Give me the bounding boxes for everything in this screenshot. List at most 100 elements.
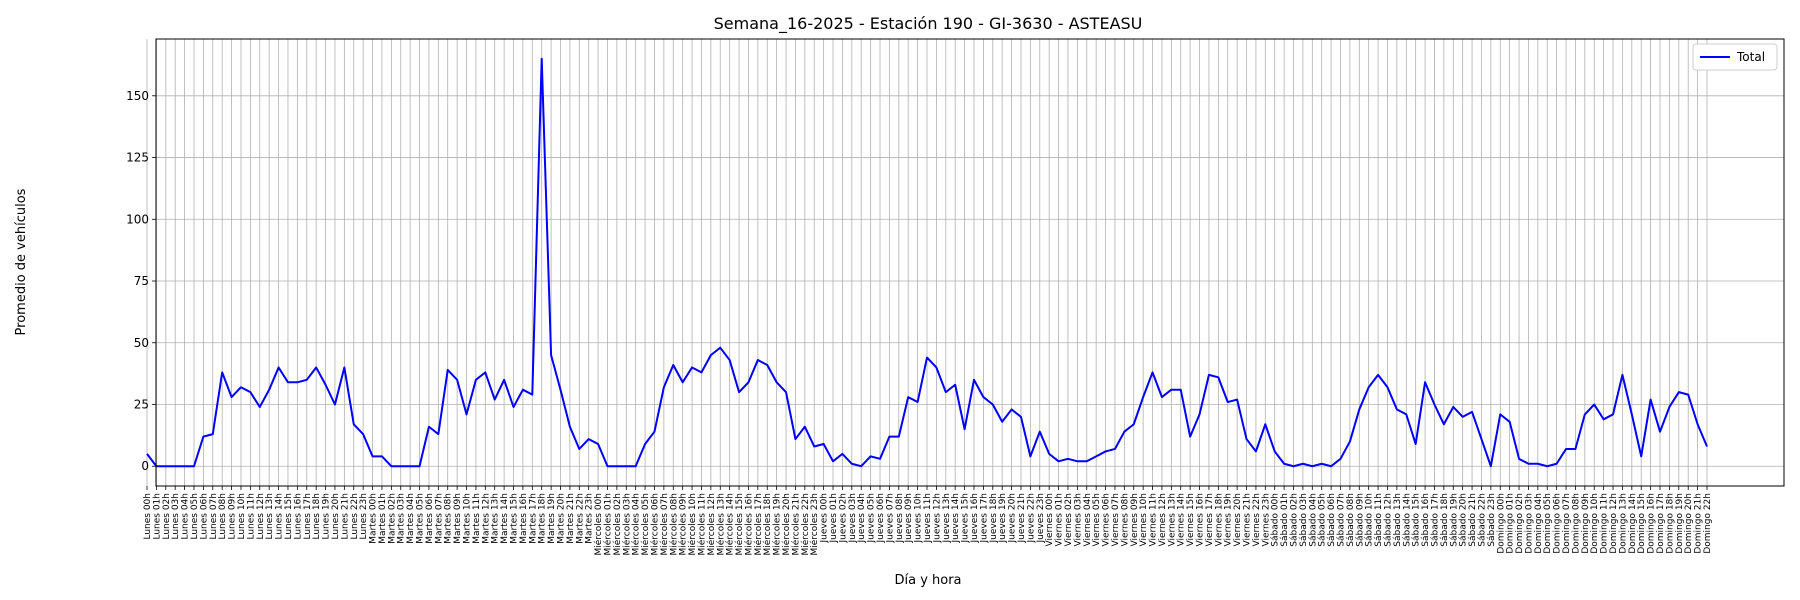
x-tick-label: Domingo 13h [1618,493,1628,554]
x-tick-label: Jueves 11h [923,493,933,543]
x-tick-label: Domingo 01h [1506,493,1516,554]
x-tick-label: Jueves 15h [961,493,971,543]
x-tick-label: Viernes 10h [1139,493,1149,547]
x-tick-label: Jueves 05h [867,493,877,543]
x-tick-label: Miércoles 21h [790,493,801,556]
x-axis: Lunes 00h Lunes 01h Lunes 02h Lunes 03h Lune… [143,486,1713,556]
grid [146,39,1784,486]
x-tick-label: Sábado 10h [1365,493,1375,547]
x-tick-label: Jueves 21h [1017,493,1027,543]
x-tick-label: Lunes 09h [228,493,238,540]
x-tick-label: Viernes 04h [1083,493,1093,547]
x-tick-label: Jueves 08h [895,493,905,543]
y-tick-label: 0 [141,459,149,473]
x-tick-label: Viernes 12h [1158,493,1168,547]
x-tick-label: Jueves 19h [998,493,1008,543]
y-tick-label: 50 [134,336,149,350]
x-tick-label: Martes 07h [434,493,444,544]
plot-frame [155,38,1785,487]
x-tick-label: Viernes 17h [1205,493,1215,547]
x-tick-label: Miércoles 04h [631,493,642,556]
x-tick-label: Miércoles 11h [696,493,707,556]
x-tick-label: Sábado 16h [1421,493,1431,547]
legend-box [1692,43,1778,71]
x-tick-label: Sábado 03h [1299,493,1309,547]
x-tick-label: Viernes 01h [1055,493,1065,547]
x-tick-label: Miércoles 06h [649,493,660,556]
x-tick-label: Martes 11h [472,493,482,544]
x-tick-label: Sábado 21h [1468,493,1478,547]
x-tick-label: Viernes 08h [1120,493,1130,547]
x-tick-label: Miércoles 18h [762,493,773,556]
x-axis-label: Día y hora [894,573,961,588]
x-tick-label: Martes 05h [416,493,426,544]
x-tick-label: Domingo 15h [1637,493,1647,554]
x-tick-label: Lunes 14h [275,493,285,540]
x-tick-label: Lunes 04h [181,493,191,540]
x-tick-label: Martes 17h [528,493,538,544]
x-tick-label: Viernes 23h [1261,493,1271,547]
x-tick-label: Miércoles 20h [781,493,792,556]
x-tick-label: Jueves 00h [820,493,830,543]
x-tick-label: Lunes 06h [199,493,209,540]
x-tick-label: Martes 02h [387,493,397,544]
x-tick-label: Sábado 20h [1459,493,1469,547]
x-tick-label: Sábado 12h [1383,493,1393,547]
x-tick-label: Miércoles 02h [612,493,623,556]
y-axis-label: Promedio de vehículos [14,188,29,335]
x-tick-label: Domingo 17h [1656,493,1666,554]
x-tick-label: Lunes 22h [350,493,360,540]
x-tick-label: Domingo 12h [1609,493,1619,554]
x-tick-label: Miércoles 19h [772,493,783,556]
x-tick-label: Domingo 03h [1524,493,1534,554]
x-tick-label: Martes 04h [406,493,416,544]
x-tick-label: Lunes 01h [152,493,162,540]
x-tick-label: Domingo 05h [1543,493,1553,554]
x-tick-label: Viernes 02h [1064,493,1074,547]
x-tick-label: Domingo 16h [1647,493,1657,554]
x-tick-label: Sábado 18h [1440,493,1450,547]
x-tick-label: Jueves 04h [857,493,867,543]
x-tick-label: Martes 00h [369,493,379,544]
x-tick-label: Lunes 07h [209,493,219,540]
y-tick-label: 125 [126,151,149,165]
x-tick-label: Lunes 21h [340,493,350,540]
x-tick-label: Viernes 16h [1196,493,1206,547]
x-tick-label: Viernes 14h [1177,493,1187,547]
x-tick-label: Lunes 19h [322,493,332,540]
x-tick-label: Sábado 22h [1477,493,1487,547]
x-tick-label: Jueves 12h [932,493,942,543]
x-tick-label: Domingo 19h [1675,493,1685,554]
x-tick-label: Martes 12h [481,493,491,544]
x-tick-label: Martes 03h [397,493,407,544]
y-tick-label: 150 [126,89,149,103]
x-tick-label: Domingo 07h [1562,493,1572,554]
x-tick-label: Domingo 06h [1553,493,1563,554]
x-tick-label: Sábado 00h [1271,493,1281,547]
x-tick-label: Jueves 06h [876,493,886,543]
x-tick-label: Viernes 11h [1149,493,1159,547]
x-tick-label: Viernes 03h [1073,493,1083,547]
x-tick-label: Sábado 08h [1346,493,1356,547]
x-tick-label: Sábado 19h [1449,493,1459,547]
y-axis: 0 25 50 75 100 125 150 [126,89,156,473]
x-tick-label: Viernes 07h [1111,493,1121,547]
x-tick-label: Jueves 09h [904,493,914,543]
x-tick-label: Lunes 11h [246,493,256,540]
x-tick-label: Jueves 03h [848,493,858,543]
x-tick-label: Miércoles 15h [734,493,745,556]
x-tick-label: Martes 18h [538,493,548,544]
x-tick-label: Viernes 06h [1102,493,1112,547]
x-tick-label: Jueves 20h [1008,493,1018,543]
x-tick-label: Sábado 06h [1327,493,1337,547]
y-tick-label: 25 [134,398,149,412]
x-tick-label: Viernes 13h [1167,493,1177,547]
x-tick-label: Sábado 13h [1393,493,1403,547]
x-tick-label: Miércoles 03h [621,493,632,556]
x-tick-label: Martes 19h [547,493,557,544]
x-tick-label: Viernes 09h [1130,493,1140,547]
x-tick-label: Viernes 22h [1252,493,1262,547]
x-tick-label: Viernes 20h [1233,493,1243,547]
x-tick-label: Domingo 10h [1590,493,1600,554]
x-tick-label: Miércoles 12h [706,493,717,556]
